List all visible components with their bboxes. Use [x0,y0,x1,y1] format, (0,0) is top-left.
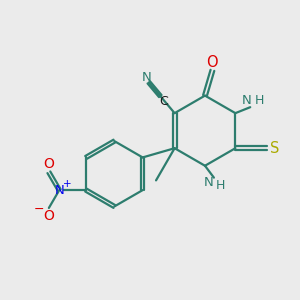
Text: −: − [34,203,45,216]
Text: H: H [254,94,264,107]
Text: O: O [207,55,218,70]
Text: N: N [242,94,251,107]
Text: +: + [63,178,72,189]
Text: N: N [142,70,151,84]
Text: N: N [54,184,64,196]
Text: S: S [270,141,280,156]
Text: N: N [204,176,214,189]
Text: O: O [44,157,54,171]
Text: C: C [160,94,168,108]
Text: H: H [216,179,225,192]
Text: O: O [44,209,54,223]
